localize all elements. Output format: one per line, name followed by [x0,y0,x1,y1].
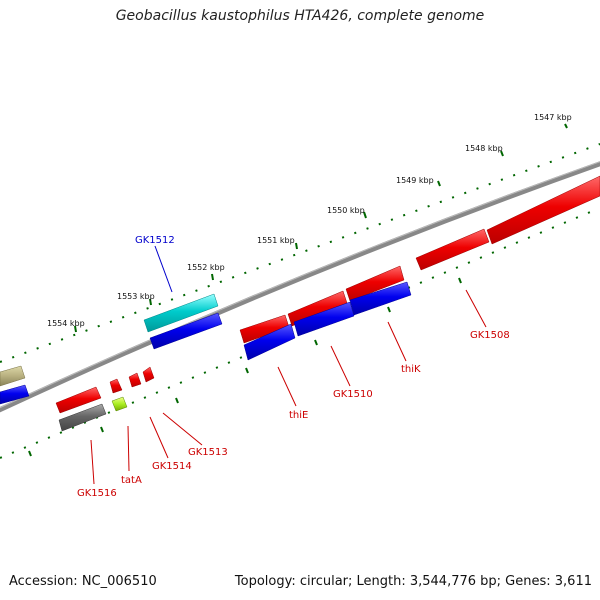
feature-reverse-3[interactable] [243,323,296,361]
feature-lime[interactable] [111,396,128,412]
major-ticks [28,123,568,457]
forward-strand-features [55,175,600,414]
gene-label-gk1512[interactable]: GK1512 [135,235,175,246]
tick-label-1549: 1549 kbp [396,176,434,185]
tick-label-1551: 1551 kbp [257,236,295,245]
feature-gk1514[interactable] [128,372,142,388]
feature-reverse-edge[interactable] [0,384,30,405]
feature-thik[interactable] [345,265,405,302]
feature-gk1512-rna[interactable] [143,293,219,333]
feature-gk1508[interactable] [486,175,600,245]
accession-text: Accession: NC_006510 [9,574,157,589]
gene-label-gk1516[interactable]: GK1516 [77,488,117,499]
gene-label-thik[interactable]: thiK [401,364,421,375]
feature-gk1513[interactable] [142,366,155,383]
feature-olive-edge[interactable] [0,365,26,387]
tick-label-1547: 1547 kbp [534,113,572,122]
gene-label-tata[interactable]: tatA [121,475,142,486]
gene-label-gk1513[interactable]: GK1513 [188,447,228,458]
feature-gk1508-upstream[interactable] [415,228,490,271]
tick-label-1550: 1550 kbp [327,206,365,215]
map-title: Geobacillus kaustophilus HTA426, complet… [115,8,485,24]
gene-label-gk1508[interactable]: GK1508 [470,330,510,341]
feature-grey[interactable] [58,403,107,432]
tick-label-1553: 1553 kbp [117,292,155,301]
feature-reverse-4[interactable] [149,312,223,350]
feature-tata[interactable] [109,378,123,394]
label-leaders [90,245,487,485]
gene-label-gk1510[interactable]: GK1510 [333,389,373,400]
gene-label-gk1514[interactable]: GK1514 [152,461,192,472]
genome-backbone [0,161,600,413]
topology-text: Topology: circular; Length: 3,544,776 bp… [234,574,592,589]
reverse-strand-features [0,281,412,405]
feature-reverse-2[interactable] [293,301,355,337]
gene-label-thie[interactable]: thiE [289,410,308,421]
feature-gk1516[interactable] [55,386,102,414]
tick-label-1554: 1554 kbp [47,319,85,328]
feature-reverse-1[interactable] [349,281,412,316]
tick-label-1548: 1548 kbp [465,144,503,153]
tick-label-1552: 1552 kbp [187,263,225,272]
